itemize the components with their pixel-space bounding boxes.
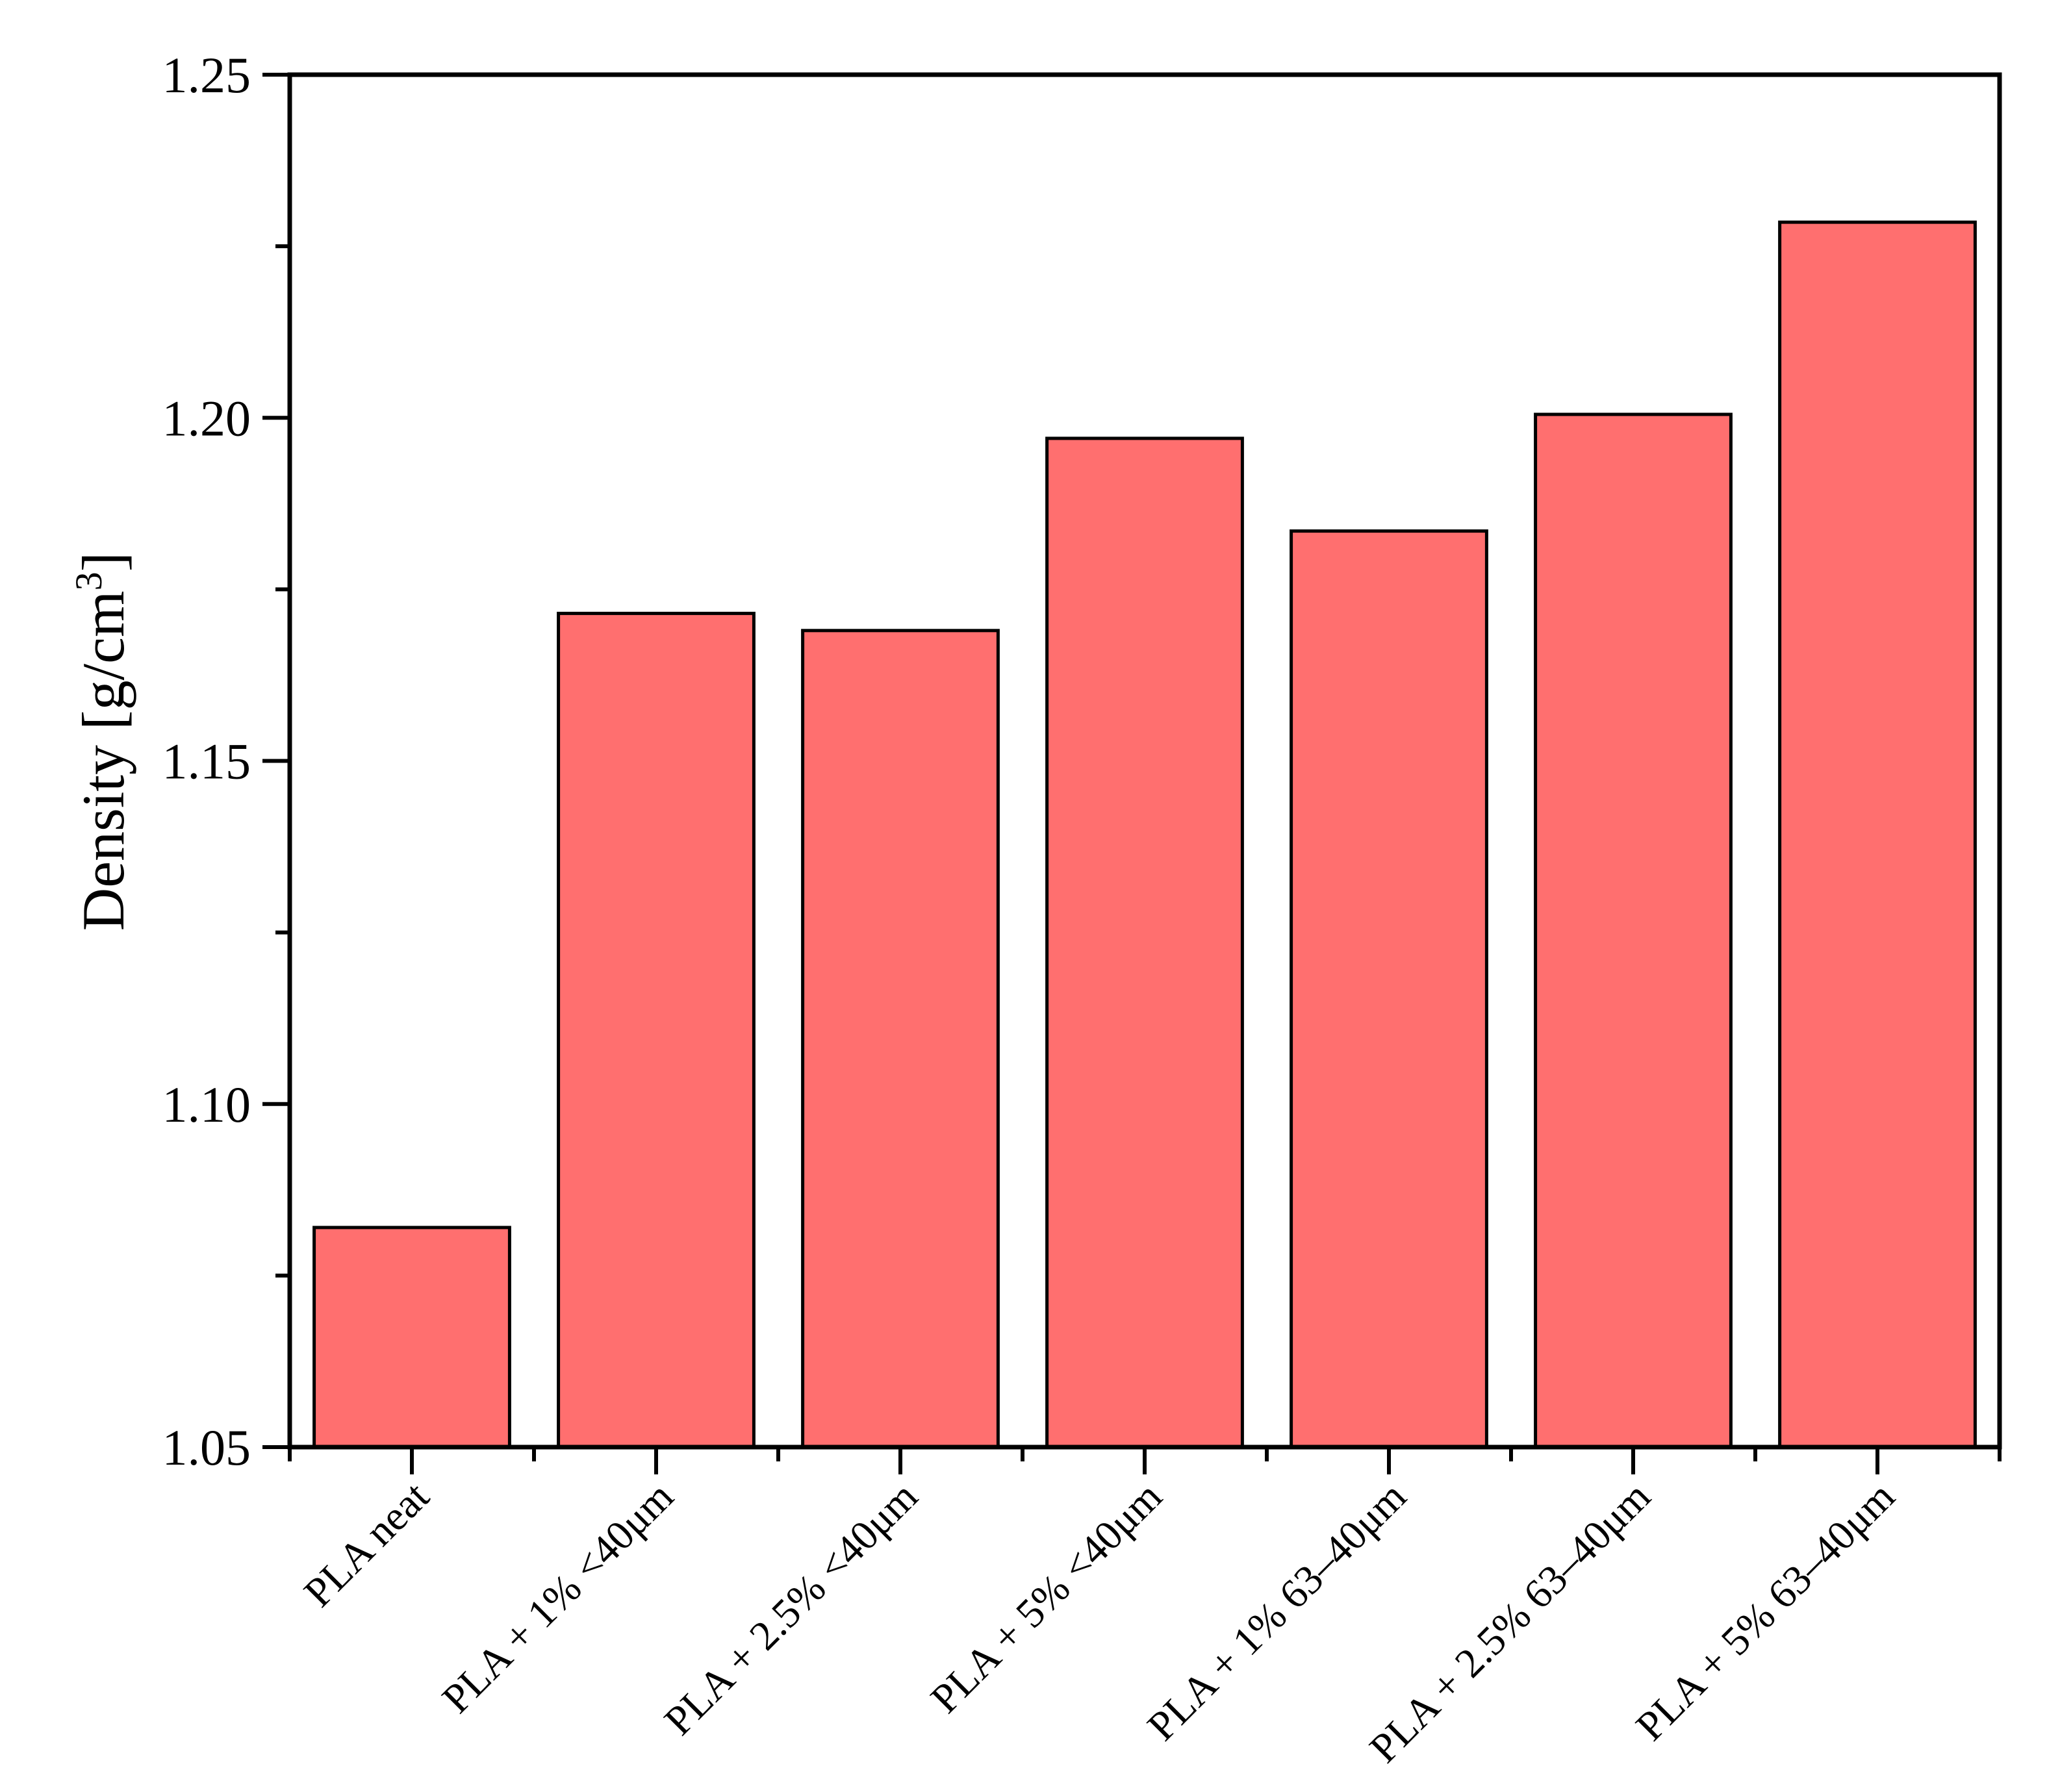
bars-layer [312, 220, 1977, 1449]
x-tick-label: PLA + 1% <40μm [433, 1473, 682, 1722]
y-tick-label: 1.10 [162, 1076, 251, 1133]
y-axis-title-superscript: 3 [68, 572, 110, 590]
bar [801, 629, 1000, 1449]
x-tick-label: PLA + 2.5% 63–40μm [1360, 1473, 1659, 1772]
y-tick-label: 1.05 [162, 1419, 251, 1476]
bar [1290, 529, 1488, 1449]
bar [1534, 412, 1733, 1449]
x-tick-label: PLA + 1% 63–40μm [1138, 1473, 1415, 1750]
y-tick-label: 1.15 [162, 733, 251, 790]
y-axis-title-main: Density [g/cm [70, 590, 136, 931]
y-axis-title: Density [g/cm3] [68, 552, 136, 931]
x-tick-label: PLA + 5% <40μm [922, 1473, 1171, 1722]
x-tick-label: PLA + 2.5% <40μm [655, 1473, 926, 1744]
x-tick-label: PLA neat [295, 1473, 438, 1616]
x-tick-label: PLA + 5% 63–40μm [1627, 1473, 1903, 1750]
bar [1045, 436, 1244, 1449]
bar [557, 611, 756, 1449]
bar [1778, 220, 1977, 1449]
y-axis-ticks: 1.05 1.10 1.15 1.20 1.25 [162, 47, 290, 1476]
y-tick-label: 1.25 [162, 47, 251, 103]
bar [312, 1226, 511, 1449]
y-tick-label: 1.20 [162, 390, 251, 446]
y-axis-title-close: ] [70, 552, 136, 572]
